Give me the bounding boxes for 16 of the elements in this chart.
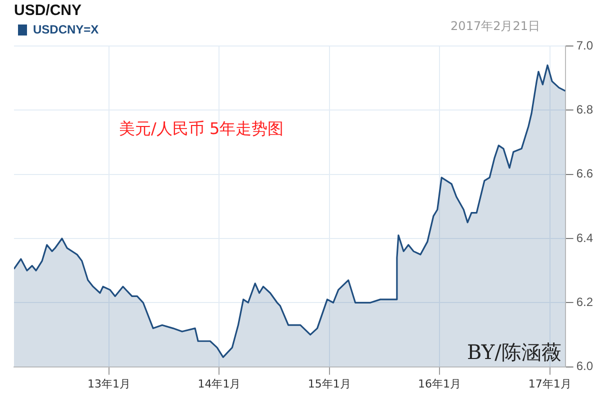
annotation: 美元/人民币 5年走势图	[119, 119, 284, 138]
x-tick-label: 17年1月	[528, 377, 572, 390]
y-tick-label: 6.0	[576, 359, 594, 374]
legend-label: USDCNY=X	[33, 22, 99, 36]
y-tick-label: 6.4	[576, 230, 594, 245]
x-tick-label: 14年1月	[198, 377, 241, 390]
y-tick-label: 6.2	[576, 294, 594, 309]
y-tick-label: 7.0	[576, 38, 594, 52]
chart-title: USD/CNY	[14, 2, 82, 20]
x-tick-label: 16年1月	[418, 377, 461, 390]
annotation: BY/陈涵薇	[467, 340, 562, 364]
y-tick-label: 6.8	[576, 102, 594, 116]
x-tick-label: 13年1月	[88, 377, 131, 390]
y-tick-label: 6.6	[576, 166, 594, 181]
x-tick-label: 15年1月	[308, 377, 351, 390]
text: 2017年2月21日	[450, 19, 540, 33]
